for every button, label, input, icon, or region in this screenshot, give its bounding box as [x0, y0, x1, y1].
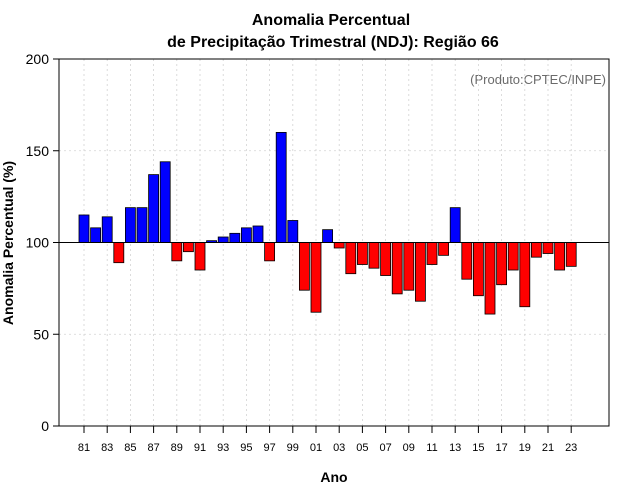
- bar-19: [519, 242, 531, 308]
- bar-07: [380, 242, 392, 276]
- x-tick-label: 23: [565, 442, 577, 454]
- bar-17: [496, 242, 508, 286]
- x-tick-label: 17: [495, 442, 507, 454]
- x-tick-label: 13: [449, 442, 461, 454]
- bar-04: [345, 242, 357, 275]
- bar-98: [275, 131, 287, 243]
- x-tick-label: 01: [310, 442, 322, 454]
- x-tick-label: 11: [426, 442, 437, 454]
- bar-12: [438, 242, 450, 256]
- bar-93: [217, 236, 229, 243]
- bar-00: [298, 242, 310, 291]
- credit-label: (Produto:CPTEC/INPE): [470, 72, 606, 87]
- chart-title-line1: Anomalia Percentual: [252, 12, 410, 29]
- x-tick-label: 09: [403, 442, 415, 454]
- bar-09: [403, 242, 415, 291]
- bar-89: [171, 242, 183, 262]
- x-tick-label: 05: [356, 442, 368, 454]
- x-tick-label: 97: [263, 442, 275, 454]
- bar-97: [264, 242, 276, 262]
- bar-14: [461, 242, 473, 280]
- bar-82: [90, 227, 101, 243]
- x-tick-label: 87: [147, 442, 159, 454]
- x-tick-label: 03: [333, 442, 345, 454]
- y-tick-label: 50: [33, 326, 49, 342]
- bar-20: [531, 242, 542, 258]
- x-tick-label: 85: [124, 442, 136, 454]
- x-tick-label: 21: [542, 442, 554, 454]
- bar-96: [252, 225, 264, 243]
- x-tick-label: 19: [519, 442, 531, 454]
- bar-91: [194, 242, 206, 271]
- bar-22: [554, 242, 565, 271]
- bar-06: [368, 242, 380, 269]
- y-tick-label: 100: [26, 235, 50, 251]
- x-tick-label: 93: [217, 442, 229, 454]
- bar-18: [507, 242, 519, 271]
- bar-10: [414, 242, 426, 302]
- x-tick-label: 95: [240, 442, 252, 454]
- bar-01: [310, 242, 322, 313]
- x-ticks: 81 83 85 87 89 91 93 95 97 99 01 03 05 07 09 11 13 15 17 19…: [78, 426, 577, 454]
- bar-88: [159, 161, 171, 243]
- bar-86: [136, 207, 148, 243]
- bar-03: [333, 242, 345, 249]
- grid: [59, 59, 609, 426]
- bar-90: [182, 242, 194, 253]
- y-ticks: 0 50 100 150 200: [26, 51, 59, 434]
- y-axis-label: Anomalia Percentual (%): [0, 161, 16, 325]
- x-tick-label: 83: [101, 442, 113, 454]
- bar-87: [148, 174, 160, 243]
- bar-16: [484, 242, 496, 315]
- x-axis-label: Ano: [320, 469, 347, 485]
- x-tick-label: 89: [171, 442, 183, 454]
- bar-15: [472, 242, 484, 297]
- bar-83: [101, 216, 113, 243]
- bar-21: [542, 242, 554, 254]
- bar-85: [125, 207, 136, 243]
- bar-95: [240, 227, 252, 243]
- bar-81: [78, 214, 90, 243]
- bar-08: [391, 242, 403, 295]
- x-tick-label: 81: [78, 442, 90, 454]
- x-tick-label: 07: [379, 442, 391, 454]
- y-tick-label: 150: [26, 143, 50, 159]
- bar-84: [113, 242, 125, 264]
- bar-23: [565, 242, 577, 267]
- bar-02: [322, 229, 334, 243]
- bar-94: [229, 232, 241, 243]
- bar-99: [287, 220, 299, 243]
- bar-05: [356, 242, 368, 265]
- bar-13: [449, 207, 461, 243]
- x-tick-label: 91: [194, 442, 206, 454]
- bar-11: [426, 242, 438, 265]
- y-tick-label: 0: [41, 418, 49, 434]
- axes: [58, 58, 610, 427]
- x-tick-label: 99: [287, 442, 299, 454]
- chart-title-line2: de Precipitação Trimestral (NDJ): Região…: [167, 34, 499, 51]
- x-tick-label: 15: [472, 442, 484, 454]
- y-tick-label: 200: [26, 51, 50, 67]
